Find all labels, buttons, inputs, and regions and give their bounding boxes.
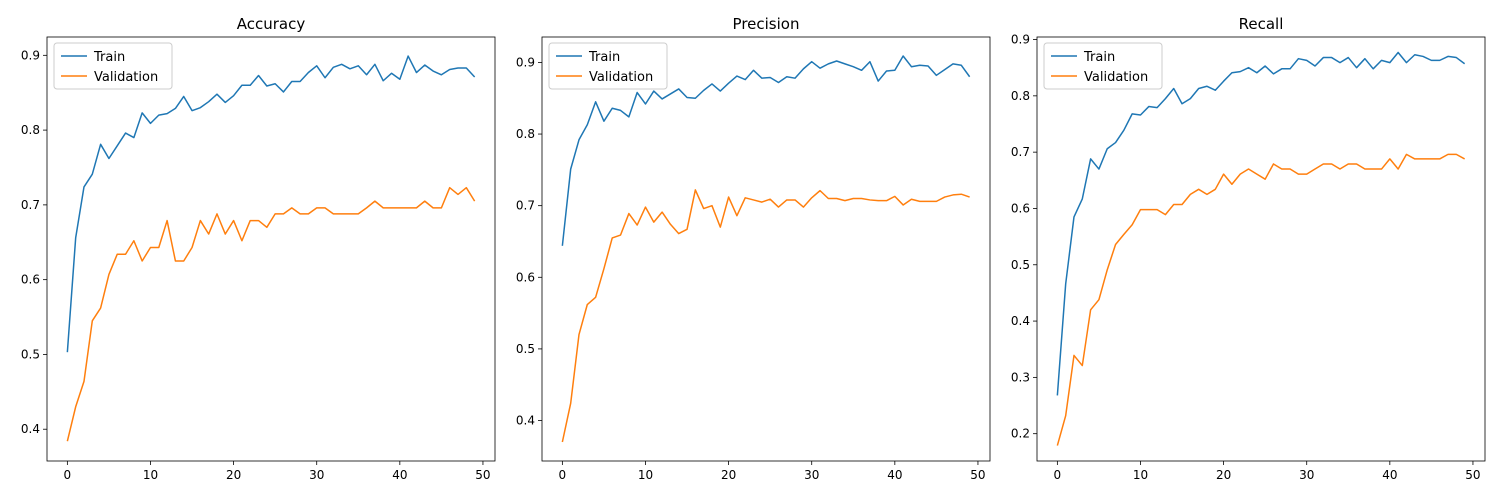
y-tick-label: 0.7 xyxy=(21,198,40,212)
y-tick-label: 0.7 xyxy=(516,199,535,213)
chart-title: Precision xyxy=(733,15,800,33)
x-tick-label: 0 xyxy=(1054,468,1062,482)
y-tick-label: 0.5 xyxy=(516,342,535,356)
series-line-validation xyxy=(1056,153,1465,446)
chart-title: Accuracy xyxy=(237,15,306,33)
y-tick-label: 0.7 xyxy=(1011,145,1030,159)
x-tick-label: 0 xyxy=(559,468,567,482)
legend-box xyxy=(548,42,668,90)
x-tick-label: 20 xyxy=(226,468,241,482)
y-tick-label: 0.4 xyxy=(516,414,535,428)
y-tick-label: 0.9 xyxy=(1011,33,1030,47)
x-tick-label: 50 xyxy=(1465,468,1480,482)
x-tick-label: 0 xyxy=(64,468,72,482)
legend-label-validation: Validation xyxy=(1084,70,1148,85)
x-tick-label: 30 xyxy=(1299,468,1314,482)
series-line-validation xyxy=(66,186,476,442)
x-tick-label: 30 xyxy=(804,468,819,482)
y-tick-label: 0.4 xyxy=(1011,314,1030,328)
chart-panel-precision: Precision 0 10 20 30 40 50 0.4 0.5 0.6 0.7 0.8 0.9 Tr… xyxy=(516,15,991,482)
x-tick-label: 40 xyxy=(392,468,407,482)
y-tick-label: 0.4 xyxy=(21,422,40,436)
y-tick-label: 0.9 xyxy=(516,55,535,69)
y-tick-label: 0.2 xyxy=(1011,427,1030,441)
series-line-validation xyxy=(561,189,970,443)
legend-box xyxy=(1043,42,1163,90)
y-tick-label: 0.3 xyxy=(1011,370,1030,384)
x-tick-label: 40 xyxy=(1382,468,1397,482)
legend-label-train: Train xyxy=(588,50,620,65)
chart-title: Recall xyxy=(1239,15,1284,33)
y-tick-label: 0.8 xyxy=(1011,89,1030,103)
y-tick-label: 0.6 xyxy=(516,270,535,284)
legend-label-validation: Validation xyxy=(589,70,653,85)
plot-frame xyxy=(1036,36,1486,462)
y-tick-label: 0.9 xyxy=(21,48,40,62)
y-tick-label: 0.6 xyxy=(1011,201,1030,215)
x-tick-label: 10 xyxy=(143,468,158,482)
chart-panel-accuracy: Accuracy 0 10 20 30 40 50 0.4 0.5 0.6 0.7 0.8 0.9 Tra… xyxy=(21,15,496,482)
y-tick-label: 0.5 xyxy=(21,347,40,361)
x-tick-label: 40 xyxy=(887,468,902,482)
y-tick-label: 0.5 xyxy=(1011,258,1030,272)
y-tick-label: 0.6 xyxy=(21,273,40,287)
chart-panel-recall: Recall 0 10 20 30 40 50 0.2 0.3 0.4 0.5 0.6 0.7 0.8 0.… xyxy=(1011,15,1486,482)
y-tick-label: 0.8 xyxy=(516,127,535,141)
series-line-train xyxy=(1056,51,1466,396)
legend-label-validation: Validation xyxy=(94,70,158,85)
x-tick-label: 20 xyxy=(1216,468,1231,482)
series-line-train xyxy=(561,55,971,246)
legend-label-train: Train xyxy=(1083,50,1115,65)
x-tick-label: 50 xyxy=(475,468,490,482)
series-line-train xyxy=(66,55,476,353)
x-tick-label: 20 xyxy=(721,468,736,482)
plot-frame xyxy=(46,36,496,462)
x-tick-label: 10 xyxy=(1133,468,1148,482)
legend-label-train: Train xyxy=(93,50,125,65)
y-tick-label: 0.8 xyxy=(21,123,40,137)
legend-box xyxy=(53,42,173,90)
x-tick-label: 30 xyxy=(309,468,324,482)
plot-frame xyxy=(541,36,991,462)
x-tick-label: 50 xyxy=(970,468,985,482)
x-tick-label: 10 xyxy=(638,468,653,482)
